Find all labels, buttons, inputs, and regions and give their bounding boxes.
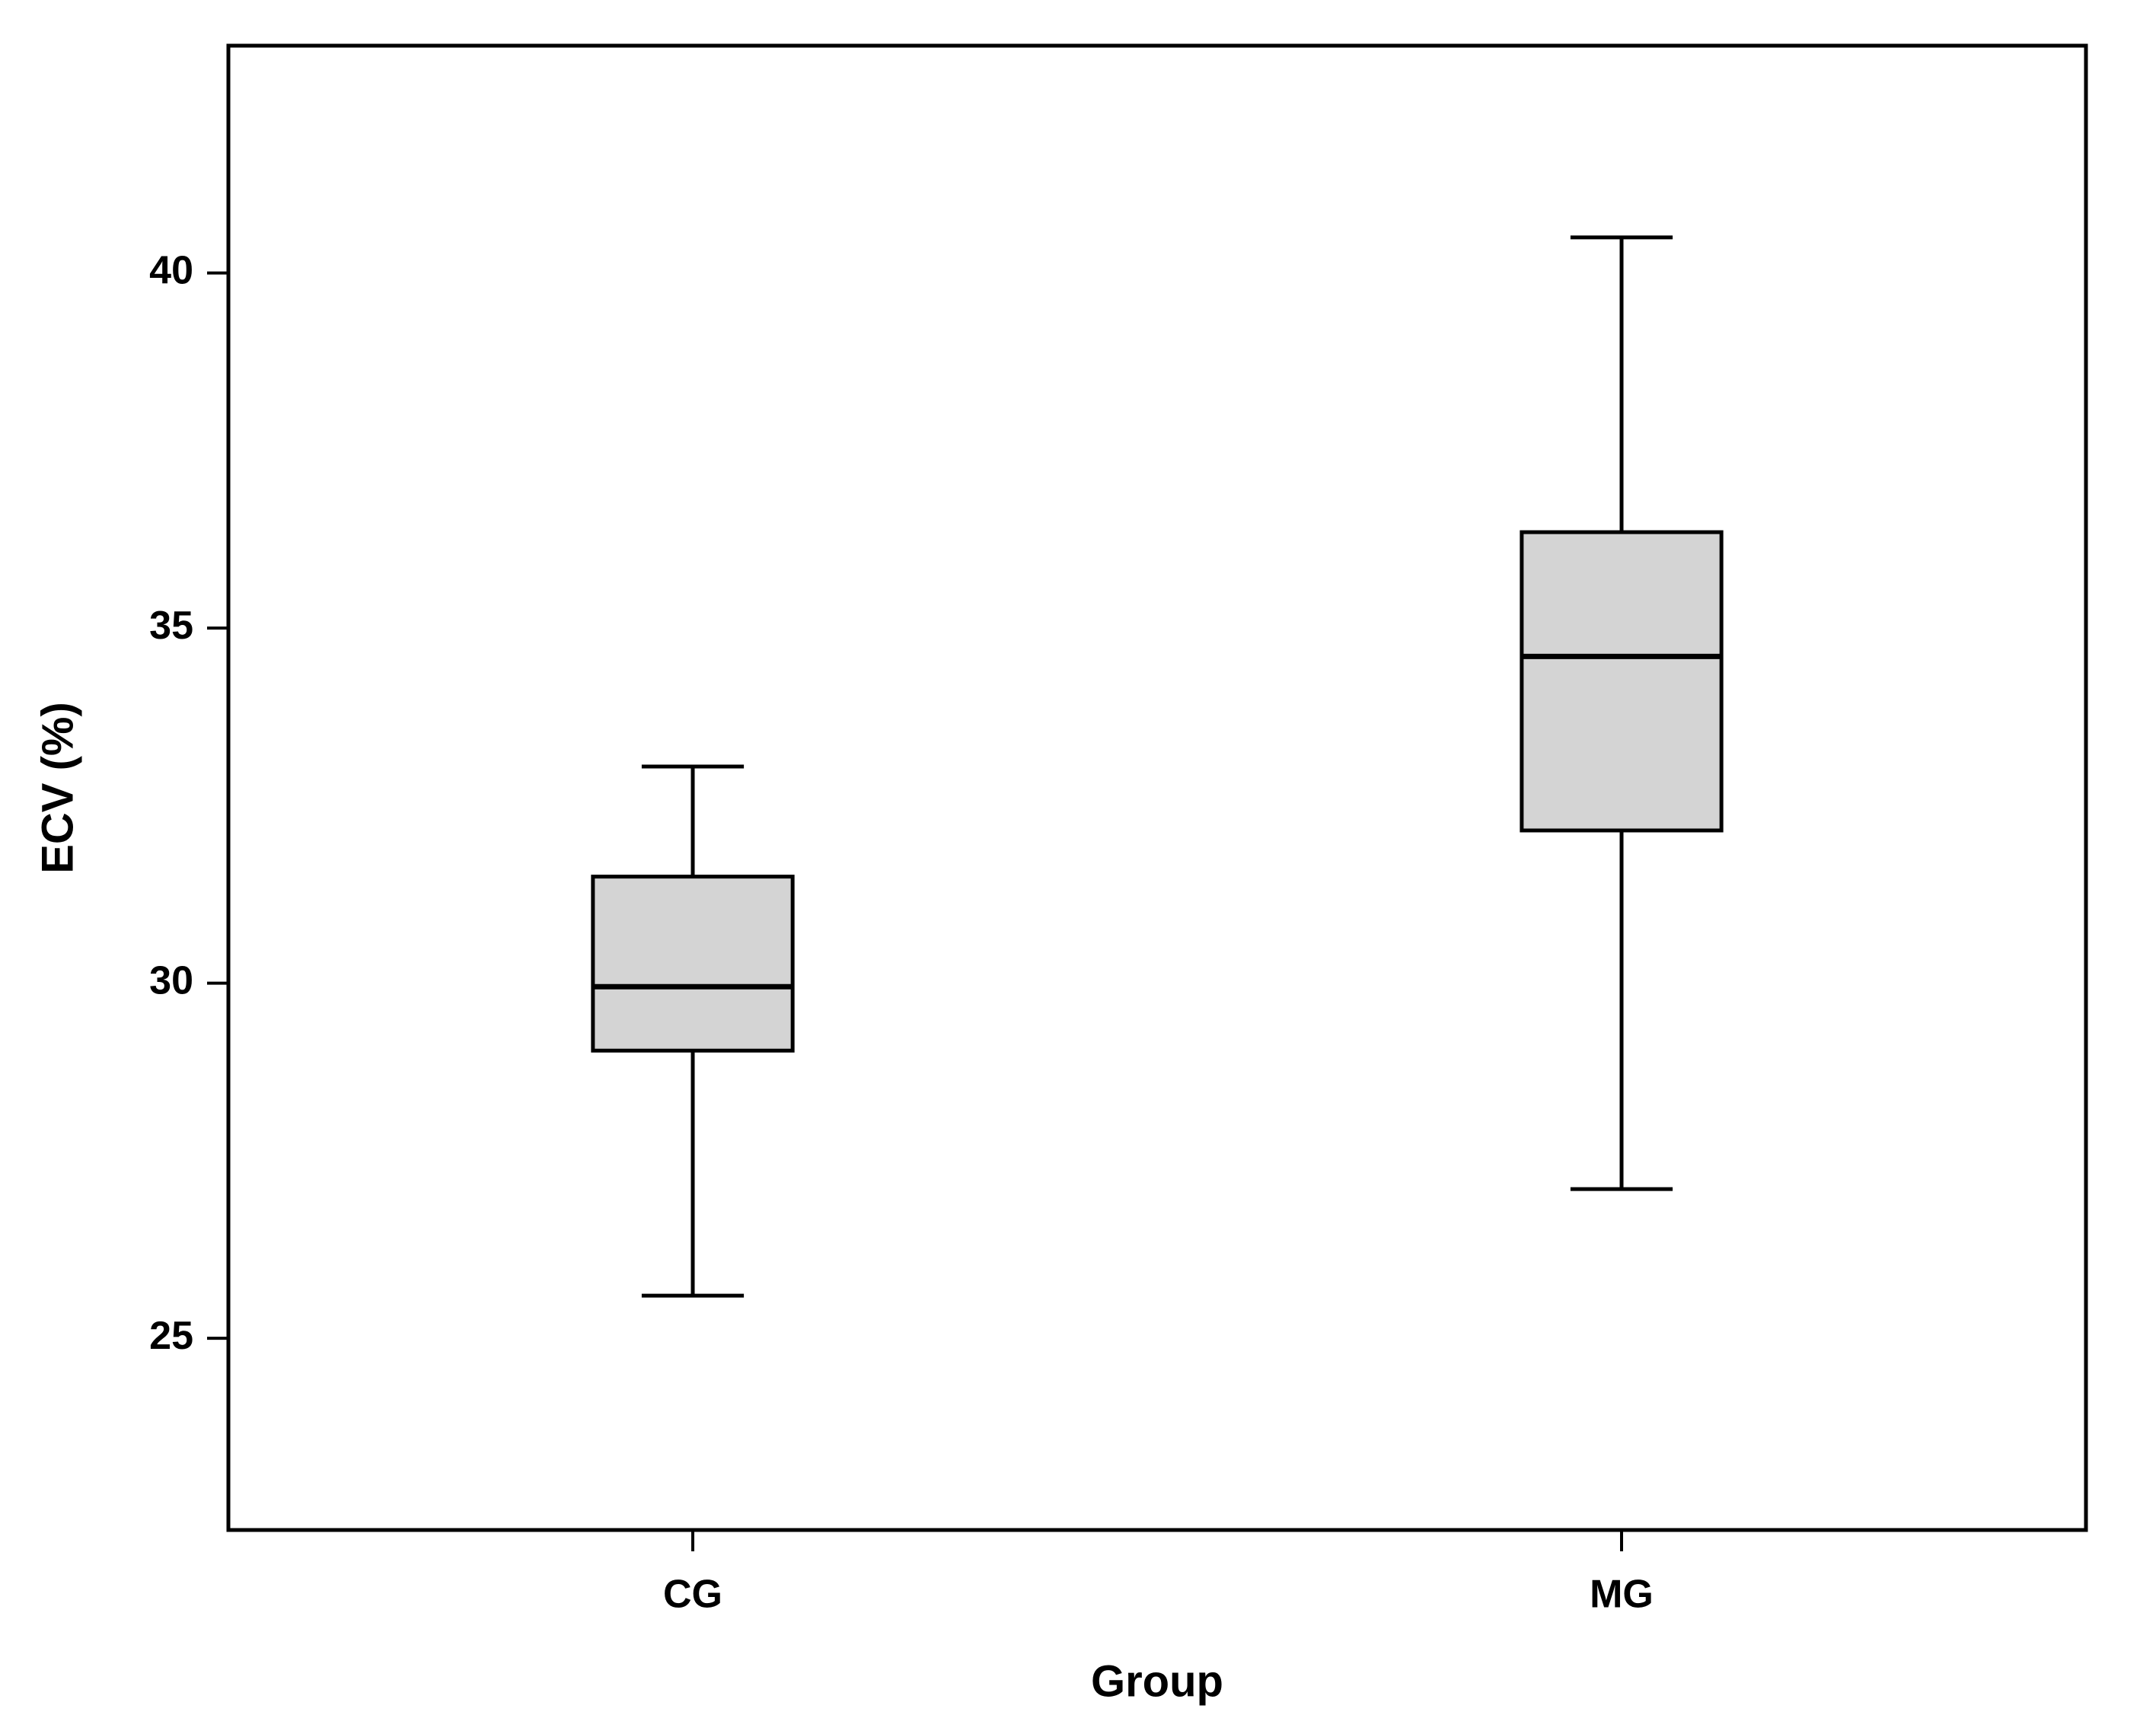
chart-svg: 25 30 35 40 ECV (%) CG MG Group <box>0 0 2156 1734</box>
plot-area <box>228 46 2086 1530</box>
y-tick-label: 40 <box>149 248 193 292</box>
y-axis-label: ECV (%) <box>33 702 82 874</box>
x-axis-label: Group <box>1091 1656 1223 1706</box>
x-tick-label: MG <box>1590 1573 1654 1617</box>
y-tick-label: 25 <box>149 1314 193 1358</box>
x-tick-label: CG <box>663 1573 722 1617</box>
box-rect <box>1522 532 1721 830</box>
boxplot-chart: 25 30 35 40 ECV (%) CG MG Group <box>0 0 2156 1734</box>
box-rect <box>593 877 793 1051</box>
y-tick-label: 30 <box>149 958 193 1002</box>
y-tick-label: 35 <box>149 604 193 648</box>
